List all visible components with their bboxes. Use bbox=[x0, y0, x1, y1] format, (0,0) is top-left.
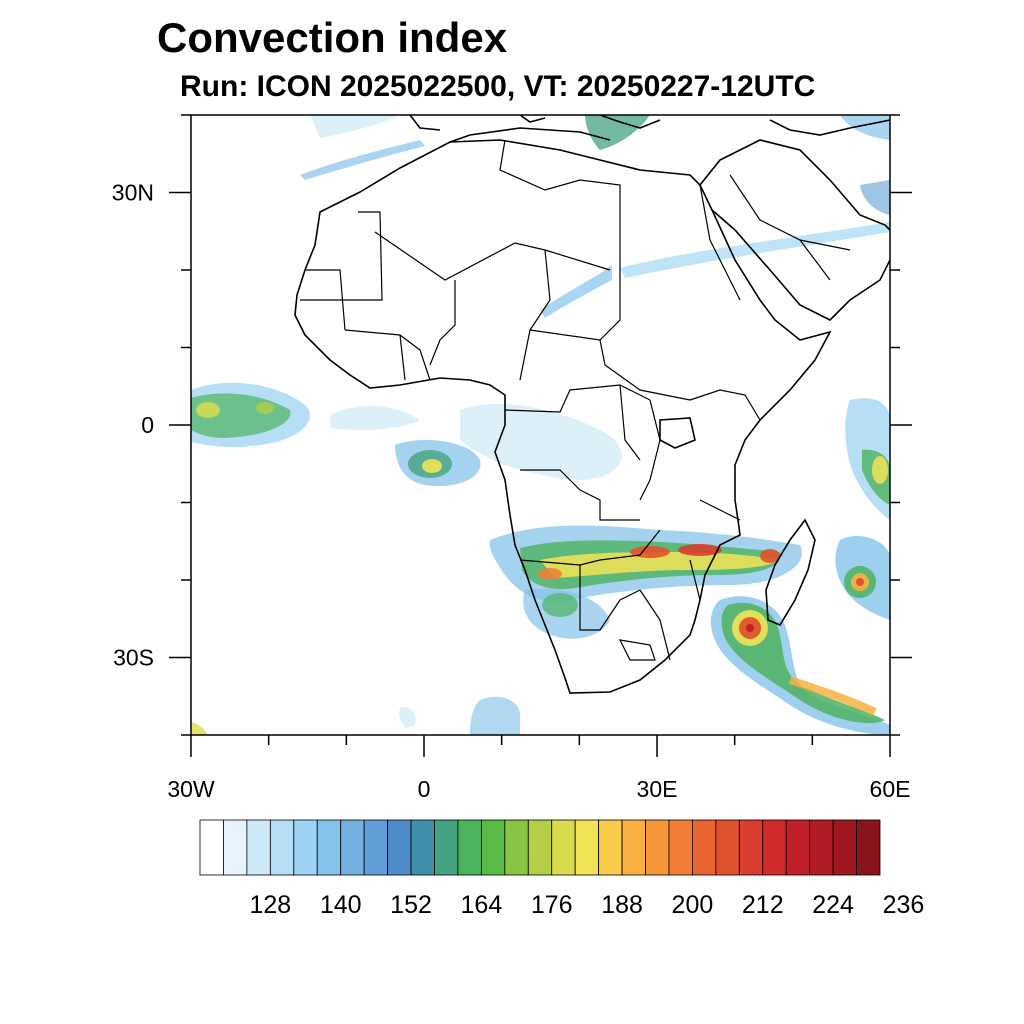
colorbar-swatch bbox=[668, 819, 693, 876]
x-tick-label: 30E bbox=[637, 776, 678, 802]
colorbar-label: 176 bbox=[531, 891, 573, 919]
colorbar-swatch bbox=[551, 819, 576, 876]
colorbar-swatch bbox=[269, 819, 295, 876]
colorbar-swatch bbox=[316, 819, 342, 876]
colorbar-swatch bbox=[223, 819, 248, 876]
colorbar-swatch bbox=[363, 819, 388, 876]
colorbar-swatch bbox=[809, 819, 834, 876]
colorbar-labels: 128 140 152 164 176 188 200 212 224 236 bbox=[249, 891, 924, 919]
colorbar-label: 200 bbox=[672, 891, 714, 919]
x-tick-label: 0 bbox=[418, 776, 431, 802]
colorbar-label: 164 bbox=[461, 891, 503, 919]
colorbar-swatch bbox=[340, 819, 365, 876]
colorbar-swatch bbox=[574, 819, 600, 876]
colorbar bbox=[199, 819, 881, 876]
colorbar-label: 224 bbox=[812, 891, 854, 919]
convection-field bbox=[191, 115, 890, 735]
colorbar-swatch bbox=[199, 819, 224, 876]
colorbar-swatch bbox=[762, 819, 787, 876]
x-tick-label: 60E bbox=[870, 776, 911, 802]
colorbar-swatch bbox=[785, 819, 811, 876]
colorbar-swatch bbox=[434, 819, 459, 876]
colorbar-swatch bbox=[504, 819, 529, 876]
colorbar-swatch bbox=[645, 819, 670, 876]
colorbar-label: 152 bbox=[390, 891, 432, 919]
axis-tick-labels: 30W 0 30E 60E 30N 0 30S bbox=[112, 180, 911, 803]
chart-subtitle: Run: ICON 2025022500, VT: 20250227-12UTC bbox=[180, 70, 816, 103]
x-tick-label: 30W bbox=[167, 776, 215, 802]
country-borders bbox=[300, 139, 851, 661]
coastline bbox=[294, 115, 890, 694]
colorbar-label: 212 bbox=[742, 891, 784, 919]
colorbar-swatch bbox=[410, 819, 435, 876]
colorbar-swatch bbox=[715, 819, 740, 876]
y-tick-label: 0 bbox=[141, 412, 154, 438]
colorbar-swatch bbox=[457, 819, 482, 876]
colorbar-swatch bbox=[598, 819, 623, 876]
colorbar-swatch bbox=[246, 819, 271, 876]
colorbar-swatch bbox=[527, 819, 553, 876]
colorbar-swatch bbox=[856, 819, 881, 876]
colorbar-swatch bbox=[480, 819, 506, 876]
colorbar-swatch bbox=[293, 819, 318, 876]
colorbar-swatch bbox=[387, 819, 412, 876]
colorbar-swatch bbox=[621, 819, 646, 876]
axis-ticks bbox=[169, 114, 912, 757]
colorbar-label: 140 bbox=[320, 891, 362, 919]
y-tick-label: 30N bbox=[112, 180, 154, 206]
colorbar-swatch bbox=[738, 819, 764, 876]
colorbar-swatch bbox=[832, 819, 857, 876]
chart-title: Convection index bbox=[157, 14, 508, 61]
colorbar-label: 188 bbox=[601, 891, 643, 919]
colorbar-label: 236 bbox=[883, 891, 925, 919]
colorbar-swatch bbox=[692, 819, 717, 876]
colorbar-label: 128 bbox=[249, 891, 291, 919]
y-tick-label: 30S bbox=[113, 645, 154, 671]
